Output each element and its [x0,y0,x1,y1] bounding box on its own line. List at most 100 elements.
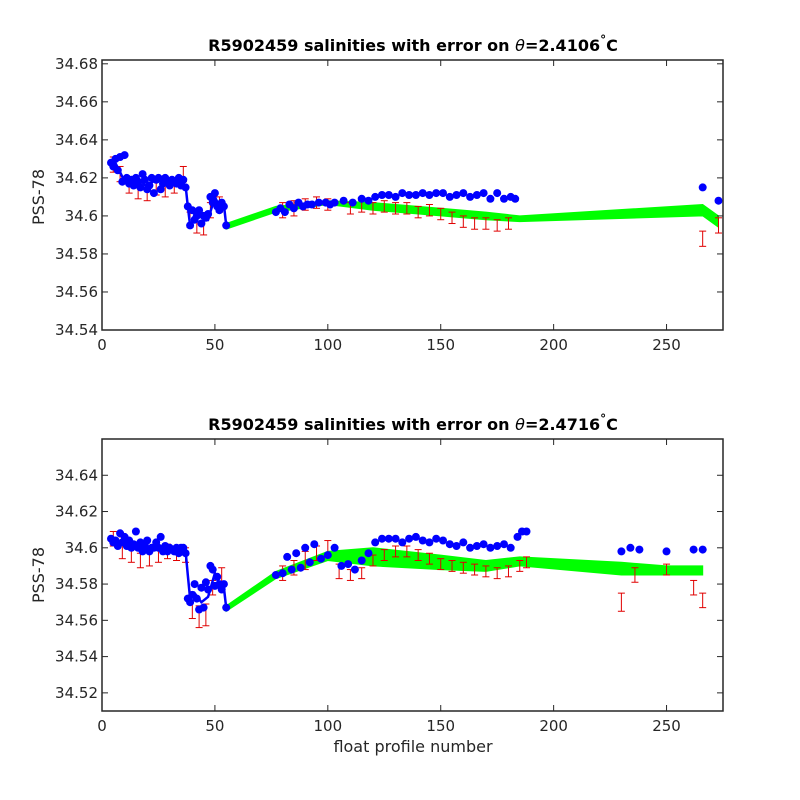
data-point [522,527,531,536]
data-point [452,542,461,550]
y-tick-label: 34.6 [65,539,98,557]
data-point [378,191,386,199]
error-bar [699,230,707,247]
plot-area [107,151,723,247]
data-point [301,543,310,552]
y-tick-label: 34.62 [55,169,98,187]
data-point [344,560,353,569]
data-point [425,538,434,547]
error-bar [403,202,411,215]
data-point [698,183,707,192]
data-point [405,534,414,543]
plot-content [107,527,707,629]
data-point [219,580,228,589]
data-point [432,189,441,198]
data-point [635,545,644,554]
x-tick-label: 200 [539,336,568,354]
data-point [330,543,339,552]
data-point [513,532,522,541]
data-point [199,603,208,612]
data-point [186,598,195,607]
y-tick-label: 34.68 [55,55,98,73]
x-tick-label: 250 [652,717,681,735]
error-bar [358,567,366,580]
error-bar [437,207,445,221]
x-tick-label: 150 [426,336,455,354]
error-bar [493,219,501,232]
data-point [120,151,129,160]
data-point [479,540,488,549]
data-point [511,194,520,203]
y-tick-label: 34.6 [65,207,98,225]
data-point [459,189,468,198]
y-tick-label: 34.54 [55,648,98,666]
data-point [445,192,454,201]
data-point [384,534,393,543]
data-point [113,166,122,175]
data-point [466,543,475,552]
error-bar [714,217,722,234]
data-point [384,191,393,199]
data-point [222,603,231,612]
y-tick-label: 34.64 [55,466,98,484]
data-point [459,538,468,547]
data-point [287,565,296,574]
error-bar [380,200,388,213]
error-bar [482,565,490,578]
data-point [350,565,359,574]
data-point [466,192,475,201]
data-point [626,543,635,552]
data-point [181,549,190,558]
data-point [154,173,163,182]
data-point [219,202,228,211]
error-bar [617,592,625,612]
data-point [201,578,210,587]
data-point [698,545,707,554]
data-point [208,565,217,574]
error-bar [425,552,433,565]
error-bar [504,565,512,578]
data-point [280,208,289,217]
data-point [689,545,698,554]
data-point [337,561,346,570]
data-point [289,204,298,213]
data-point [308,200,316,209]
y-tick-label: 34.56 [55,611,98,629]
data-point [296,563,305,572]
error-bar [392,545,400,558]
y-tick-label: 34.62 [55,503,98,521]
data-point [364,549,373,558]
error-bar [414,205,422,219]
data-point [222,221,231,230]
chart-top: R5902459 salinities with error on θ=2.41… [29,33,724,354]
data-point [145,181,154,190]
x-tick-label: 100 [313,717,342,735]
y-tick-label: 34.66 [55,93,98,111]
y-tick-label: 34.52 [55,684,98,702]
data-point [479,189,488,198]
error-bar [631,567,639,583]
error-bar [471,217,479,230]
error-bar [663,563,671,576]
error-bar [459,561,467,574]
data-point [190,580,199,589]
data-point [432,534,441,543]
error-bar [403,545,411,558]
data-point [398,538,407,547]
data-point [330,198,339,207]
data-point [186,221,195,230]
x-tick-label: 200 [539,717,568,735]
data-point [418,189,427,198]
data-point [364,196,373,205]
data-point [149,189,158,198]
data-point [348,198,357,207]
y-tick-label: 34.64 [55,131,98,149]
data-point [439,189,447,198]
data-point [156,532,165,541]
data-point [213,572,222,581]
axes-frame [101,59,724,331]
data-point [493,189,502,198]
data-point [617,547,626,556]
data-point [472,542,481,550]
